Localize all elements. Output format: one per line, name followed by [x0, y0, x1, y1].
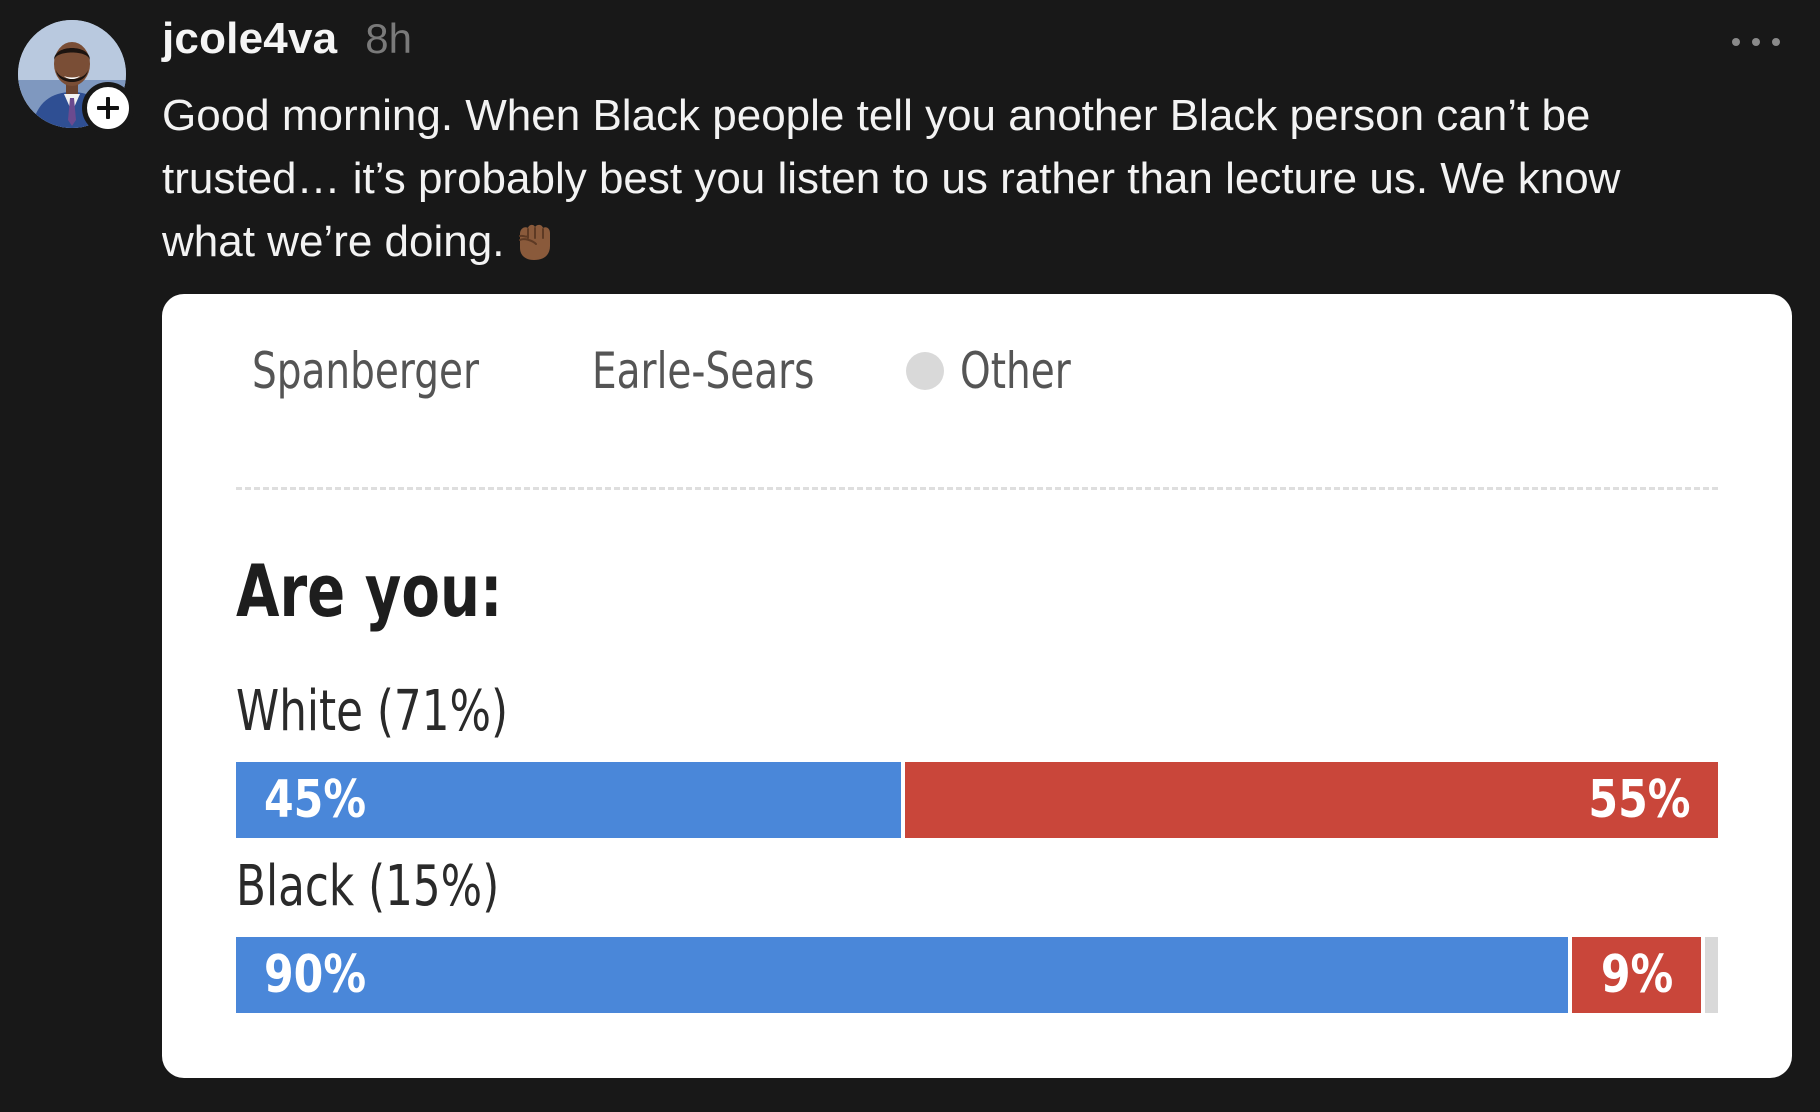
- ellipsis-icon: [1752, 38, 1760, 46]
- post-timestamp: 8h: [365, 15, 412, 62]
- bar-segment-spanberger-white: 45%: [236, 762, 901, 838]
- legend-item-earle-sears: Earle-Sears: [576, 342, 846, 400]
- data-label-spanberger-white: 45%: [264, 770, 367, 830]
- legend-item-other: Other: [906, 342, 1102, 400]
- chart-title: Are you:: [236, 549, 503, 633]
- category-label-black: Black (15%): [236, 854, 500, 919]
- bar-segment-earle-sears-white: 55%: [904, 762, 1718, 838]
- raised-fist-icon: [512, 218, 556, 262]
- data-label-spanberger-black: 90%: [264, 945, 367, 1005]
- bar-segment-earle-sears-black: 9%: [1571, 937, 1702, 1013]
- avatar[interactable]: [18, 20, 126, 128]
- legend-item-spanberger: Spanberger: [236, 342, 516, 400]
- stacked-bar-black: 90% 9%: [236, 937, 1718, 1013]
- legend-label-spanberger: Spanberger: [252, 342, 480, 400]
- chart-divider: [236, 487, 1718, 490]
- legend-dot-other: [906, 352, 944, 390]
- bar-segment-other-black: [1705, 937, 1718, 1013]
- profile-photo-icon: [18, 20, 126, 128]
- data-label-earle-sears-white: 55%: [1587, 770, 1690, 830]
- chart-image-card[interactable]: Spanberger Earle-Sears Other Are you: Wh…: [162, 294, 1792, 1078]
- post-text: Good morning. When Black people tell you…: [162, 91, 1621, 266]
- ellipsis-icon: [1732, 38, 1740, 46]
- post-header: jcole4va 8h: [162, 14, 412, 64]
- legend-label-other: Other: [960, 342, 1071, 400]
- bar-segment-spanberger-black: 90%: [236, 937, 1568, 1013]
- ellipsis-icon: [1772, 38, 1780, 46]
- chart-legend: Spanberger Earle-Sears Other: [236, 342, 1102, 400]
- category-label-white: White (71%): [236, 679, 509, 744]
- plus-icon: [97, 97, 119, 119]
- stacked-bar-white: 45% 55%: [236, 762, 1718, 838]
- username-link[interactable]: jcole4va: [162, 14, 338, 63]
- more-options-button[interactable]: [1732, 26, 1780, 58]
- legend-label-earle-sears: Earle-Sears: [592, 342, 815, 400]
- post-body: Good morning. When Black people tell you…: [162, 84, 1722, 273]
- data-label-earle-sears-black: 9%: [1600, 945, 1674, 1005]
- follow-button[interactable]: [82, 82, 134, 134]
